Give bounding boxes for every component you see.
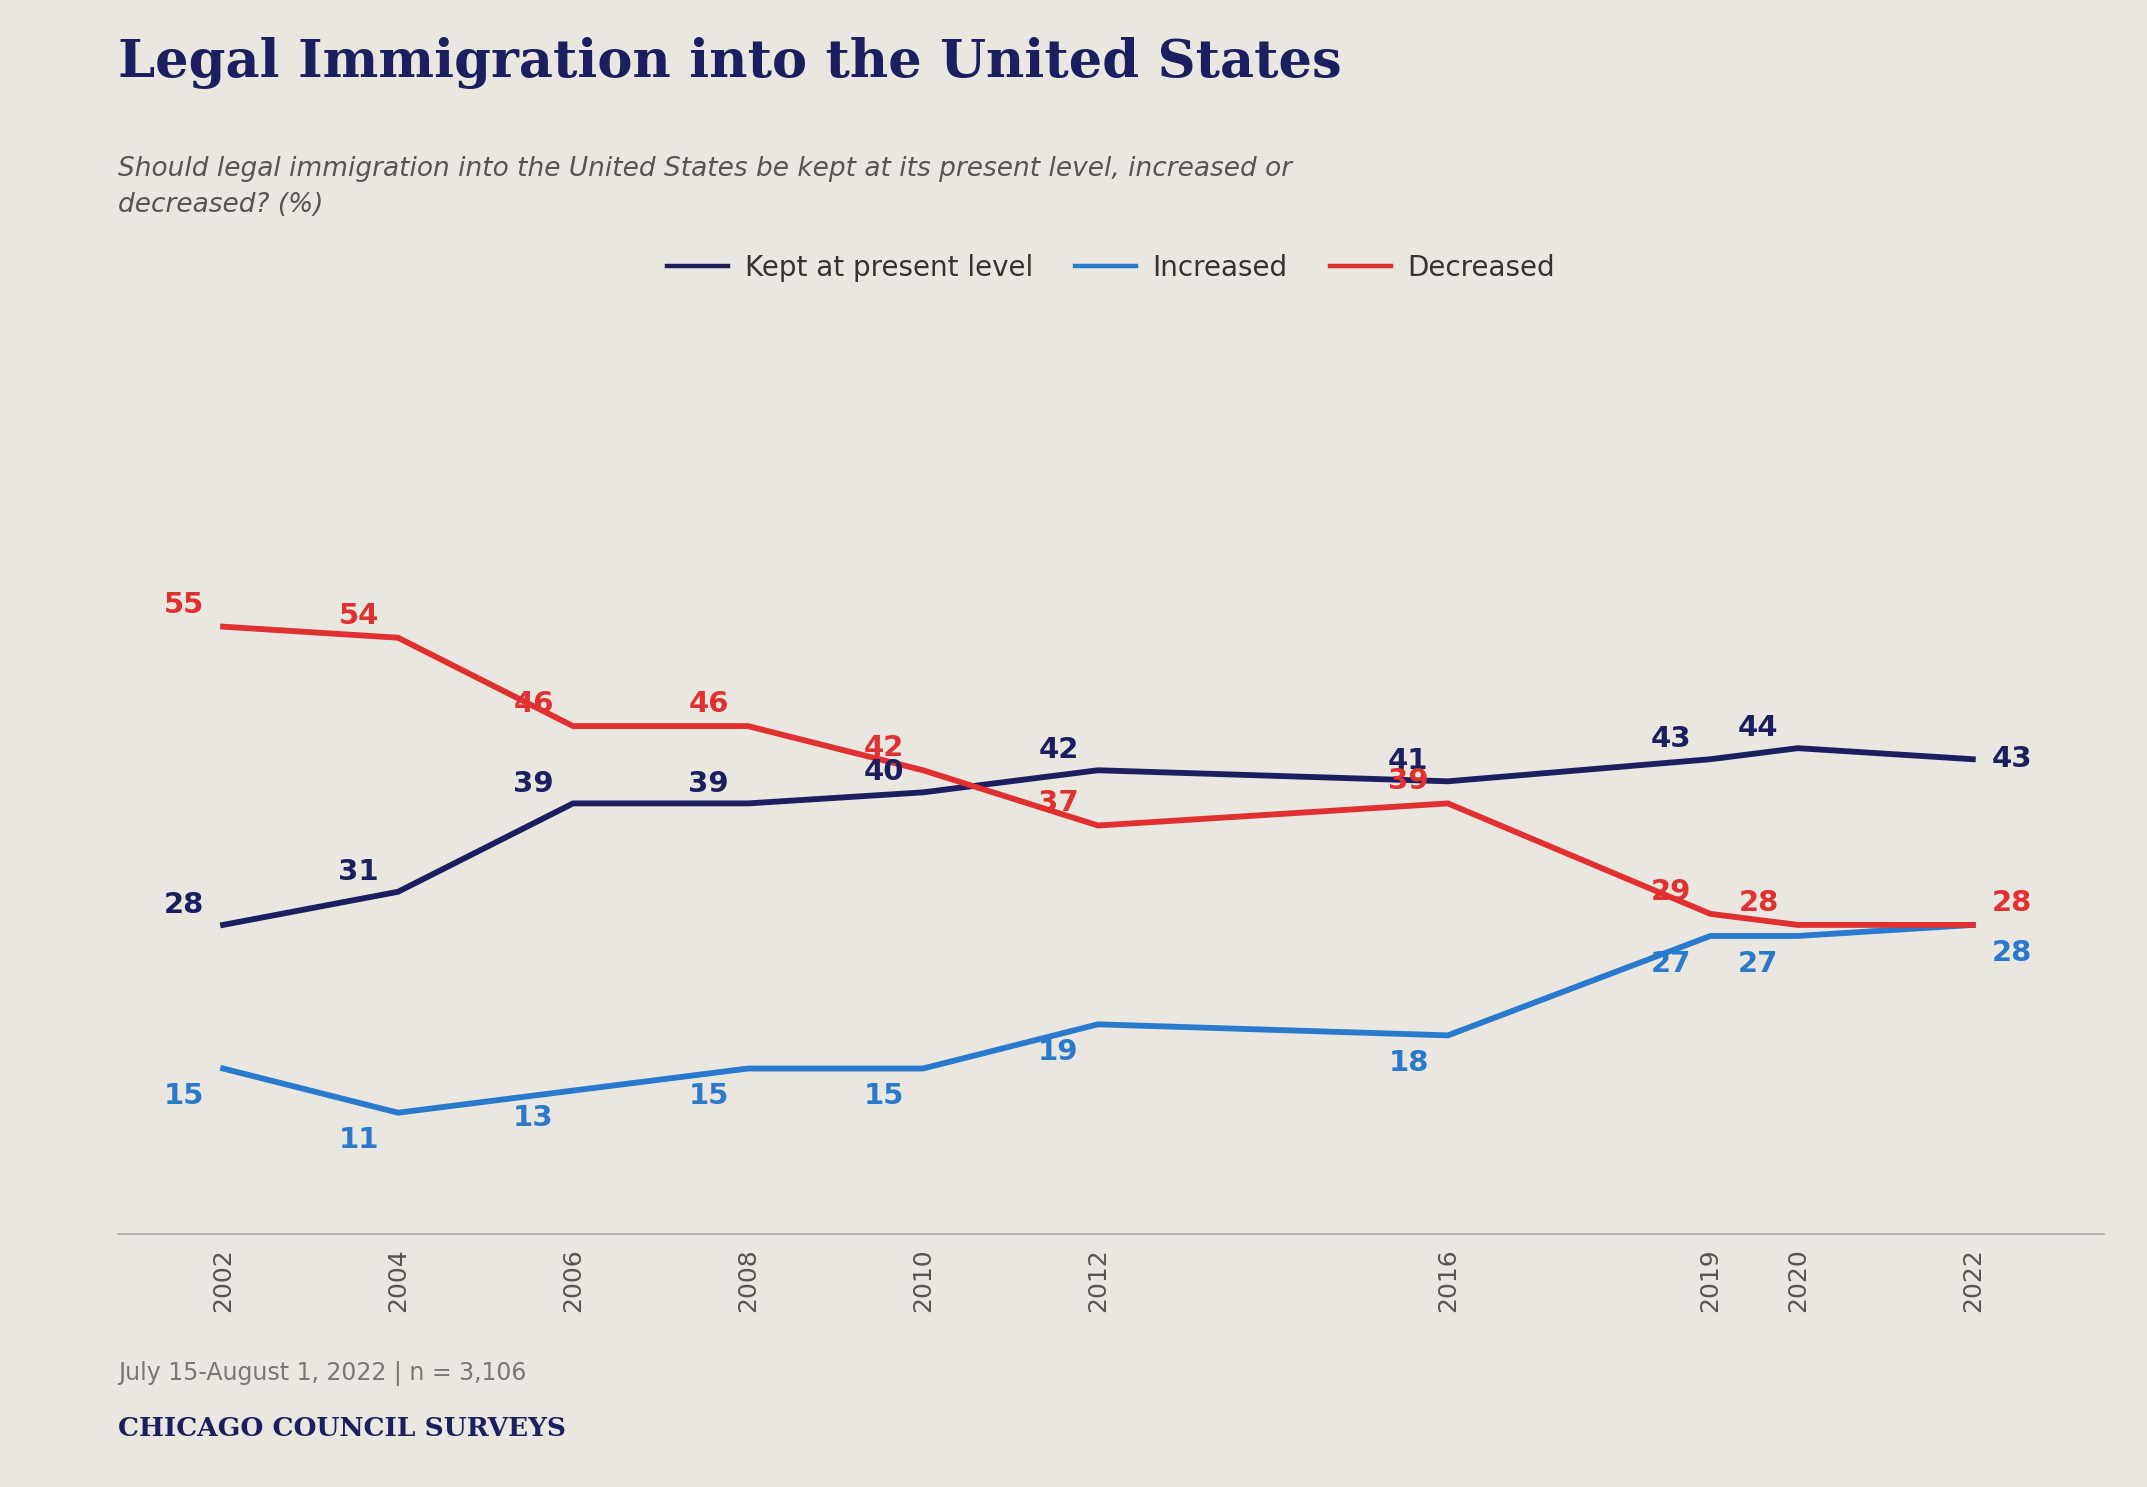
Text: CHICAGO COUNCIL SURVEYS: CHICAGO COUNCIL SURVEYS <box>118 1416 567 1441</box>
Legend: Kept at present level, Increased, Decreased: Kept at present level, Increased, Decrea… <box>657 242 1565 293</box>
Text: 31: 31 <box>339 858 378 886</box>
Text: 42: 42 <box>1039 736 1078 764</box>
Text: 39: 39 <box>513 769 554 797</box>
Text: 15: 15 <box>163 1083 204 1111</box>
Text: 46: 46 <box>689 690 728 718</box>
Text: 43: 43 <box>1651 726 1692 754</box>
Text: 40: 40 <box>863 758 904 787</box>
Text: 28: 28 <box>163 891 204 919</box>
Text: 42: 42 <box>863 735 904 763</box>
Text: 15: 15 <box>689 1083 728 1111</box>
Text: 54: 54 <box>339 602 378 629</box>
Text: 44: 44 <box>1739 714 1778 742</box>
Text: 27: 27 <box>1739 950 1778 977</box>
Text: 28: 28 <box>1992 938 2033 967</box>
Text: 39: 39 <box>689 769 728 797</box>
Text: 28: 28 <box>1739 889 1778 917</box>
Text: Legal Immigration into the United States: Legal Immigration into the United States <box>118 37 1342 89</box>
Text: 39: 39 <box>1387 767 1428 796</box>
Text: 27: 27 <box>1651 950 1692 977</box>
Text: July 15-August 1, 2022 | n = 3,106: July 15-August 1, 2022 | n = 3,106 <box>118 1361 526 1386</box>
Text: Should legal immigration into the United States be kept at its present level, in: Should legal immigration into the United… <box>118 156 1292 219</box>
Text: 37: 37 <box>1037 790 1078 818</box>
Text: 41: 41 <box>1389 748 1428 775</box>
Text: 55: 55 <box>163 590 204 619</box>
Text: 11: 11 <box>339 1126 378 1154</box>
Text: 46: 46 <box>513 690 554 718</box>
Text: 28: 28 <box>1992 889 2033 917</box>
Text: 13: 13 <box>513 1105 554 1132</box>
Text: 18: 18 <box>1389 1048 1428 1077</box>
Text: 29: 29 <box>1651 877 1692 906</box>
Text: 43: 43 <box>1992 745 2033 773</box>
Text: 19: 19 <box>1039 1038 1078 1066</box>
Text: 15: 15 <box>863 1083 904 1111</box>
